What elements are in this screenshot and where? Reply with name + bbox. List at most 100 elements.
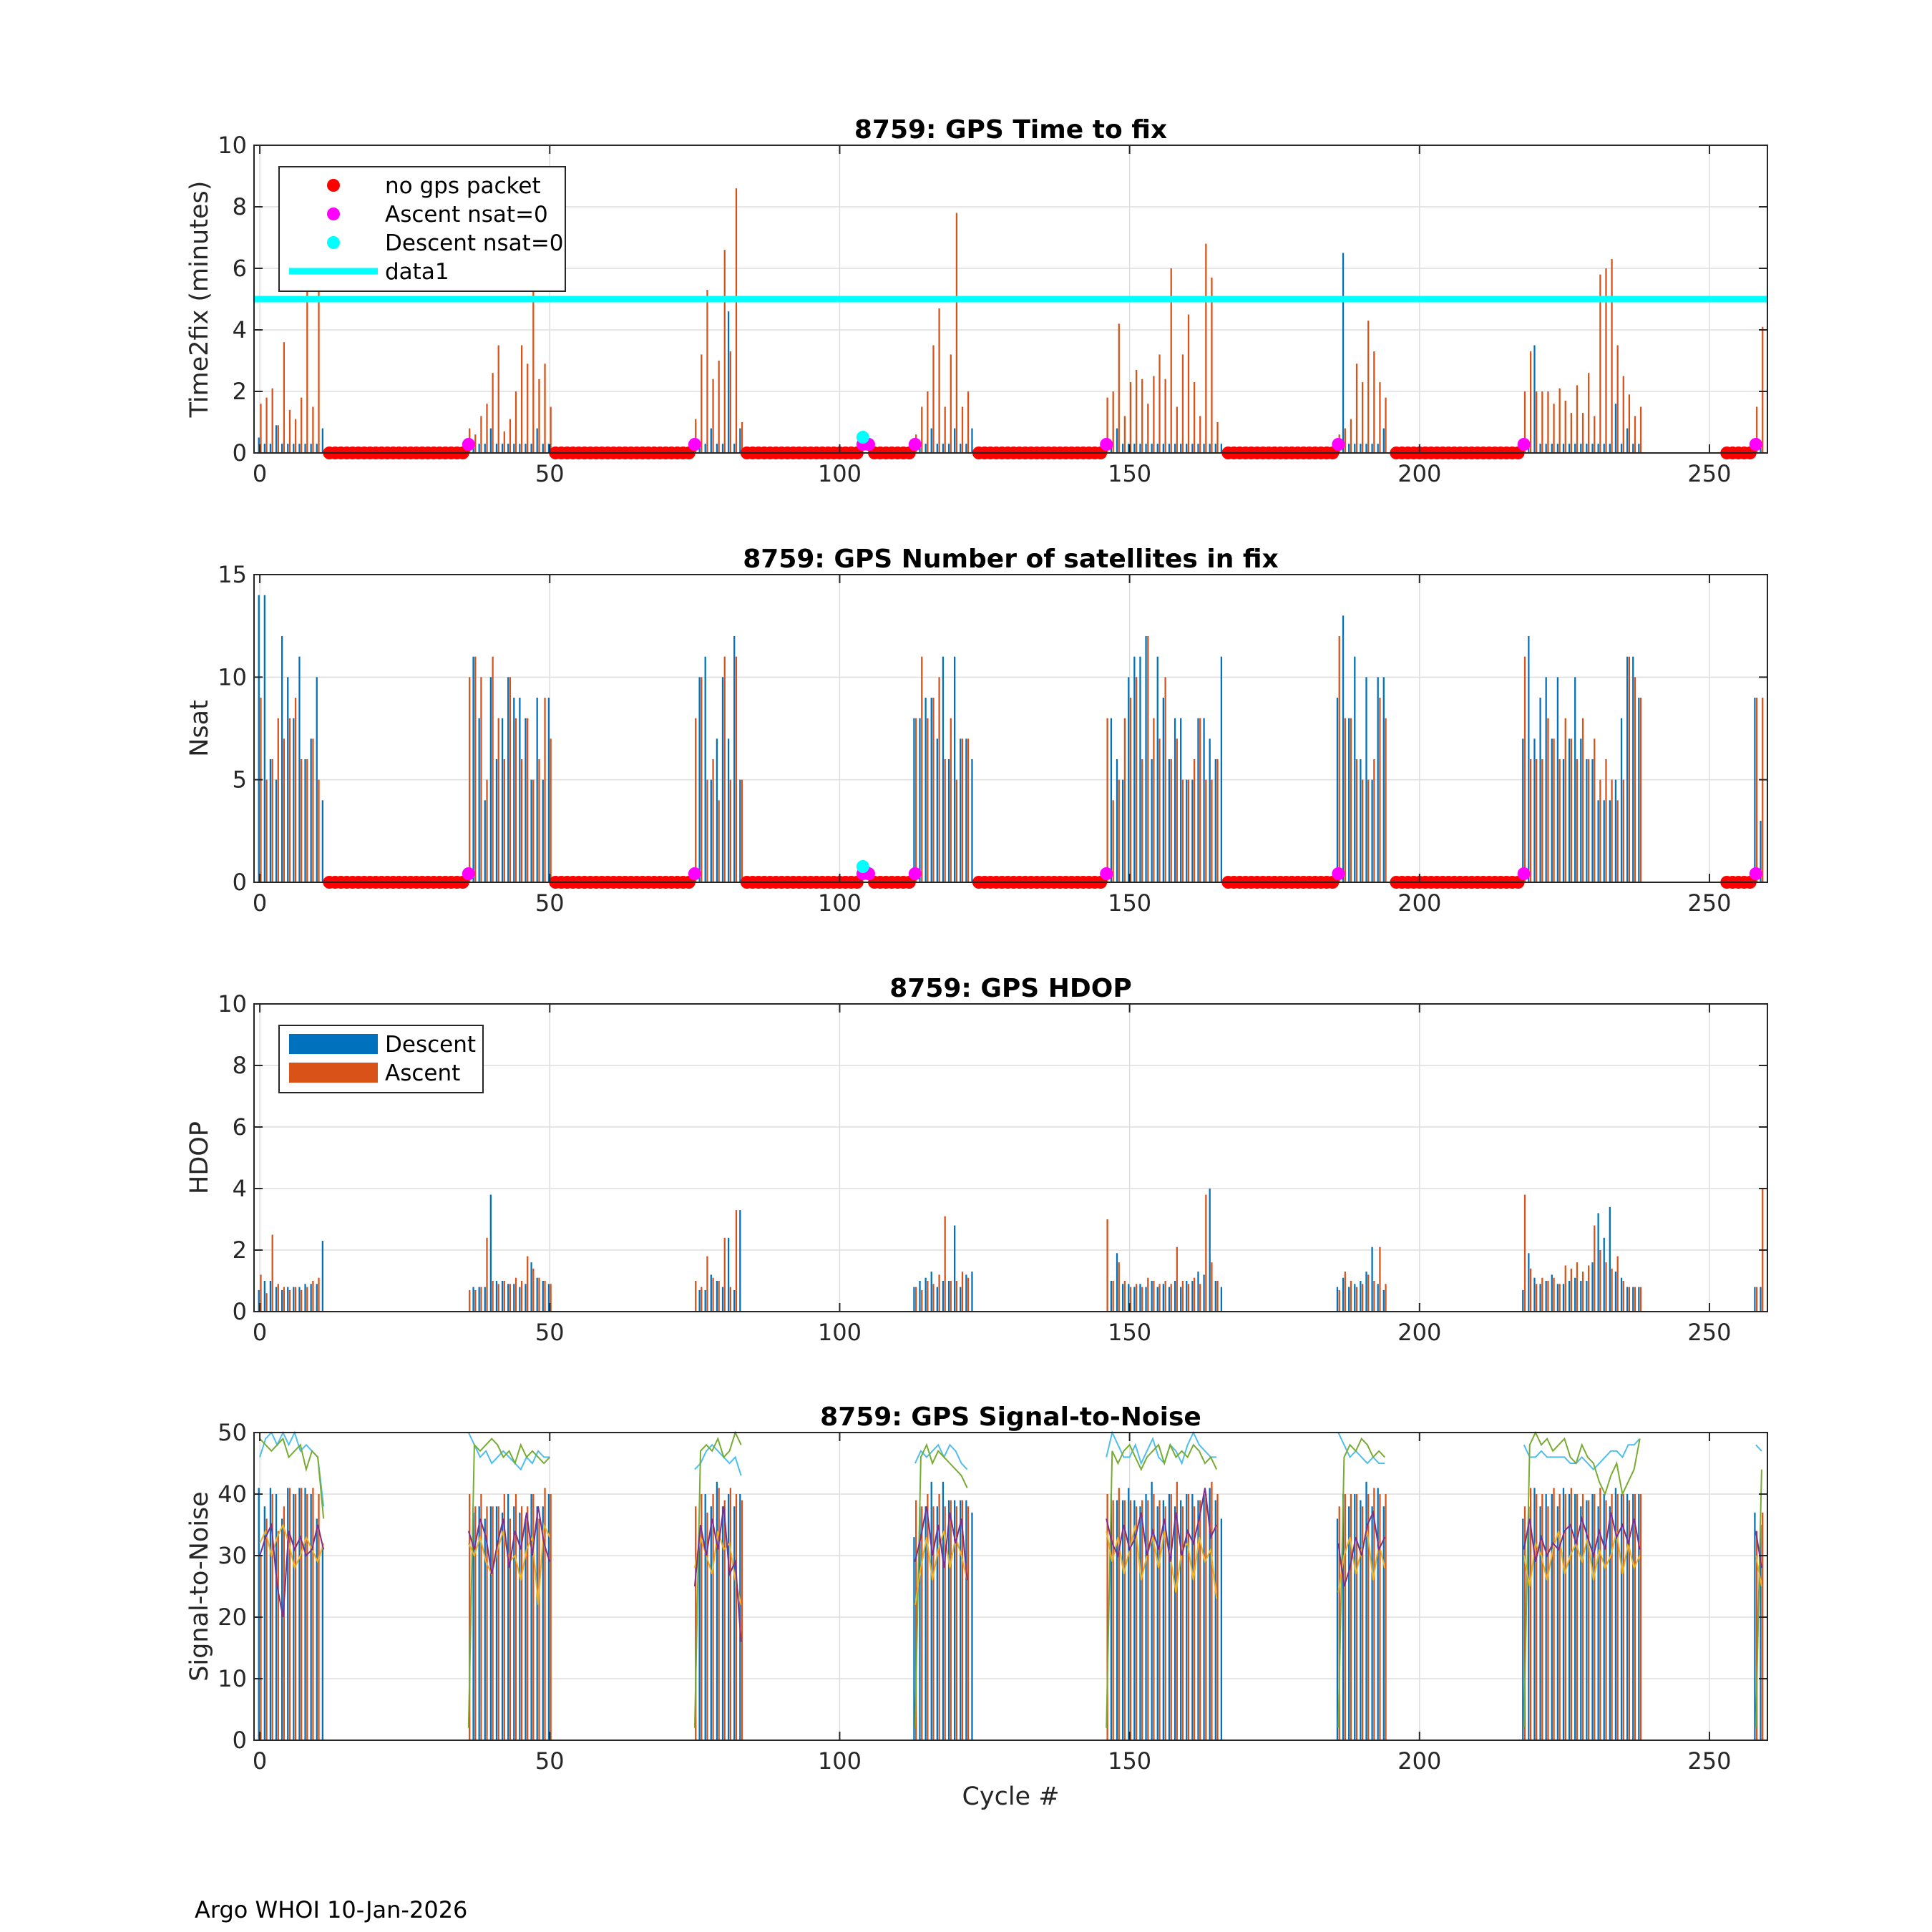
bar-descent <box>530 779 532 882</box>
ascent-nsat0-marker <box>1517 867 1531 880</box>
bar-descent <box>1156 1287 1158 1312</box>
bar-descent <box>1365 1272 1367 1312</box>
bar-descent <box>971 759 973 882</box>
bar-descent <box>263 1281 265 1312</box>
bar-ascent <box>469 1494 471 1740</box>
bar-descent <box>1382 1506 1385 1740</box>
bar-ascent <box>544 364 546 453</box>
bar-descent <box>269 444 272 453</box>
bar-descent <box>310 738 312 882</box>
bar-descent <box>1562 759 1565 882</box>
bar-descent <box>298 1287 301 1312</box>
bar-descent <box>1203 1274 1205 1312</box>
bar-descent <box>1360 444 1362 453</box>
bar-descent <box>1609 444 1611 453</box>
bar-descent <box>960 1287 962 1312</box>
legend-label: Descent nsat=0 <box>385 230 564 256</box>
bar-ascent <box>306 283 308 453</box>
snr-line4 <box>259 1522 325 1618</box>
bar-ascent <box>915 1500 917 1740</box>
bar-ascent <box>1176 738 1178 882</box>
bar-ascent <box>521 1281 523 1312</box>
bar-descent <box>704 444 706 453</box>
bar-descent <box>1638 698 1640 882</box>
panel-time2fix: 0 50 100 150 200 250 0 2 4 6 8 10 8759: GPS Time to … <box>185 115 1768 487</box>
bar-descent <box>1568 1494 1571 1740</box>
bar-ascent <box>1594 738 1596 882</box>
bar-descent <box>1197 1500 1199 1740</box>
bar-ascent <box>961 1500 964 1740</box>
bar-descent <box>716 1281 718 1312</box>
bar-descent <box>1562 1284 1565 1312</box>
bar-descent <box>1168 444 1171 453</box>
bar-descent <box>716 738 718 882</box>
snr-line1 <box>694 1443 742 1476</box>
bar-descent <box>489 1506 492 1740</box>
snr-line3 <box>1337 1531 1386 1593</box>
bar-descent <box>530 1262 532 1312</box>
bar-ascent <box>735 188 738 453</box>
bar-descent <box>913 1287 915 1312</box>
bar-descent <box>1191 1494 1194 1740</box>
bar-descent <box>1365 677 1367 882</box>
snr-line4 <box>467 1506 551 1574</box>
bar-descent <box>1528 1253 1530 1312</box>
bar-descent <box>1586 759 1588 882</box>
y-tick-label: 6 <box>233 255 247 282</box>
bar-descent <box>316 677 318 882</box>
bar-ascent <box>1622 1281 1624 1312</box>
bar-ascent <box>1576 1494 1579 1740</box>
bar-descent <box>1139 1506 1141 1740</box>
bar-descent <box>1354 656 1356 882</box>
bar-ascent <box>527 718 529 882</box>
bar-descent <box>1586 1281 1588 1312</box>
bar-ascent <box>1205 1194 1207 1312</box>
axes-frame <box>253 574 1768 883</box>
descent-nsat0-marker <box>856 860 869 873</box>
y-tick-label: 4 <box>233 1175 247 1202</box>
bar-descent <box>1203 1494 1205 1740</box>
bar-ascent <box>1211 277 1213 453</box>
bar-ascent <box>1164 677 1166 882</box>
bar-descent <box>1174 444 1176 453</box>
bar-descent <box>513 698 515 882</box>
bar-ascent <box>921 406 923 453</box>
bar-descent <box>525 444 527 453</box>
bar-descent <box>1551 1494 1553 1740</box>
bar-descent <box>536 698 538 882</box>
bar-ascent <box>514 1494 517 1740</box>
bar-ascent <box>1106 1494 1108 1740</box>
bar-ascent <box>550 1494 552 1740</box>
bar-descent <box>1556 1284 1559 1312</box>
bar-ascent <box>735 1494 738 1740</box>
bar-descent <box>1209 1189 1211 1312</box>
bar-descent <box>1632 656 1634 882</box>
y-tick-label: 4 <box>233 316 247 343</box>
bar-descent <box>1156 656 1158 882</box>
bar-descent <box>275 425 278 453</box>
bar-descent <box>1348 1506 1350 1740</box>
bar-descent <box>965 738 967 882</box>
bar-ascent <box>1181 1506 1184 1740</box>
bar-descent <box>1186 1281 1188 1312</box>
bar-descent <box>1348 718 1350 882</box>
bar-descent <box>1122 779 1124 882</box>
bar-ascent <box>695 718 697 882</box>
bar-ascent <box>1599 274 1601 453</box>
bar-descent <box>1348 444 1350 453</box>
bar-ascent <box>1756 1287 1758 1312</box>
bar-ascent <box>735 1210 738 1312</box>
bar-descent <box>519 444 521 453</box>
bar-ascent <box>1523 1506 1526 1740</box>
bar-ascent <box>1338 1506 1340 1740</box>
bar-ascent <box>932 698 935 882</box>
bar-descent <box>1754 1287 1756 1312</box>
bar-descent <box>507 677 509 882</box>
bar-ascent <box>1553 1277 1555 1312</box>
bar-descent <box>542 1281 544 1312</box>
bar-descent <box>542 1506 544 1740</box>
bar-descent <box>1116 1500 1118 1740</box>
legend-marker <box>327 208 340 220</box>
bar-descent <box>321 800 323 882</box>
y-tick-label: 6 <box>233 1113 247 1141</box>
